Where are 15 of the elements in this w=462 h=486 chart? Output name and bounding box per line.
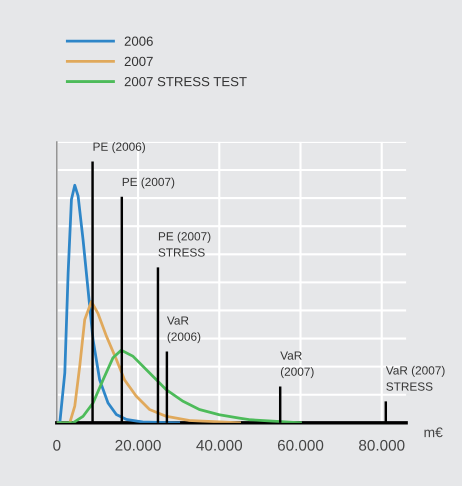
annotation: PE (2006) [94, 142, 145, 154]
x-tick-label: 0 [53, 440, 60, 451]
annotation: PE (2007) STRESS [158, 232, 210, 257]
annotation: VaR (2006) [166, 316, 200, 344]
x-axis-title: m€ [424, 427, 443, 438]
annotation: VaR (2007) [280, 351, 314, 378]
x-tick-label: 20.000 [115, 440, 161, 451]
legend-label: 2006 [124, 36, 153, 46]
x-tick-label: 60.000 [278, 440, 324, 451]
annotation: VaR (2007) STRESS [386, 366, 445, 391]
x-tick-label: 40.000 [196, 440, 242, 451]
legend-label: 2007 [124, 56, 153, 66]
annotation: PE (2007) [122, 177, 174, 188]
legend-label: 2007 STRESS TEST [124, 76, 247, 86]
x-tick-label: 80.000 [359, 440, 404, 451]
